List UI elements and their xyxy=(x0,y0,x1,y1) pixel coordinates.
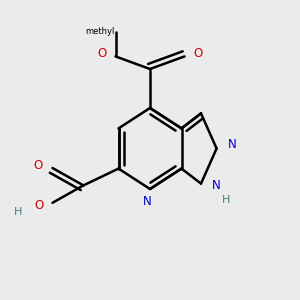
Text: N: N xyxy=(212,178,221,192)
Text: N: N xyxy=(228,138,237,152)
Text: methyl: methyl xyxy=(85,27,115,36)
Text: O: O xyxy=(194,47,202,60)
Text: N: N xyxy=(142,195,152,208)
Text: O: O xyxy=(34,199,43,212)
Text: O: O xyxy=(98,47,106,60)
Text: O: O xyxy=(34,159,43,172)
Text: H: H xyxy=(222,195,231,205)
Text: H: H xyxy=(14,207,22,218)
